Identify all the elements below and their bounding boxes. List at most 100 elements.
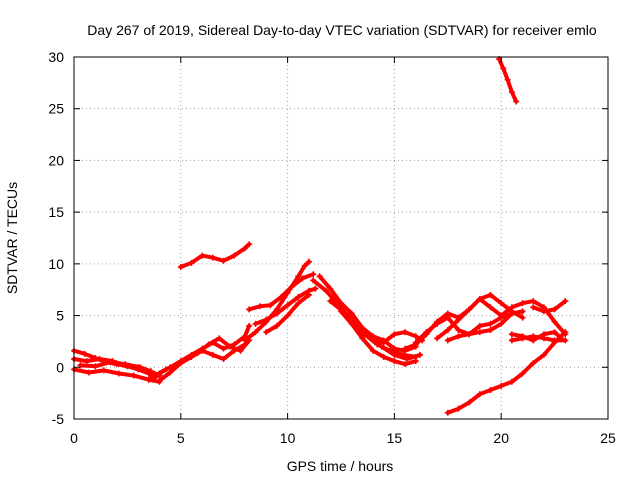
- data-point: [147, 368, 154, 375]
- data-point: [380, 339, 387, 346]
- data-point: [476, 391, 483, 398]
- x-axis-label: GPS time / hours: [287, 458, 394, 474]
- data-point: [145, 376, 152, 383]
- data-point: [231, 347, 238, 354]
- data-point: [417, 351, 424, 358]
- y-axis-label: SDTVAR / TECUs: [4, 182, 20, 294]
- data-point: [100, 367, 107, 374]
- y-tick-label: -5: [52, 411, 65, 427]
- data-point: [327, 285, 334, 292]
- data-point: [519, 370, 526, 377]
- x-tick-label: 25: [600, 430, 616, 446]
- y-tick-labels: -5 0 5 10 15 20 25 30: [48, 49, 64, 427]
- data-point: [130, 372, 137, 379]
- data-point: [476, 322, 483, 329]
- data-point: [455, 405, 462, 412]
- x-tick-labels: 0 5 10 15 20 25: [70, 430, 616, 446]
- data-point: [508, 310, 515, 317]
- series-arc-21: [444, 308, 526, 344]
- data-point: [530, 298, 537, 305]
- y-tick-label: 25: [48, 101, 64, 117]
- series-arc-8: [177, 241, 253, 270]
- data-point: [301, 262, 308, 269]
- data-point: [455, 316, 462, 323]
- series-arc-9: [241, 258, 312, 344]
- data-point: [267, 302, 274, 309]
- data-point: [162, 366, 169, 373]
- series-arc-10: [246, 271, 317, 313]
- data-point: [500, 65, 507, 72]
- data-point: [444, 327, 451, 334]
- data-point: [209, 254, 216, 261]
- y-tick-label: 5: [56, 308, 64, 324]
- data-point: [391, 358, 398, 365]
- x-tick-label: 10: [280, 430, 296, 446]
- data-point: [530, 304, 537, 311]
- data-point: [412, 358, 419, 365]
- data-point: [338, 300, 344, 307]
- data-point: [295, 273, 302, 280]
- data-point: [498, 300, 505, 307]
- data-point: [380, 353, 387, 360]
- data-point: [256, 303, 263, 310]
- data-point: [220, 356, 227, 363]
- data-point: [508, 378, 515, 385]
- series-arc-16: [338, 308, 419, 368]
- data-point: [122, 361, 129, 368]
- data-point: [412, 333, 419, 340]
- data-point: [423, 329, 430, 336]
- data-point: [83, 358, 90, 365]
- data-point: [152, 372, 159, 379]
- data-point: [519, 333, 526, 340]
- data-point: [85, 369, 92, 376]
- series-arc-26: [496, 56, 520, 105]
- data-point: [434, 320, 441, 327]
- data-point: [278, 293, 285, 300]
- data-point: [476, 296, 483, 303]
- data-point: [305, 291, 312, 298]
- series-arc-4: [77, 359, 154, 375]
- series-arc-25: [444, 329, 569, 416]
- x-tick-label: 15: [387, 430, 403, 446]
- data-point: [519, 300, 526, 307]
- data-point: [487, 327, 494, 334]
- data-point: [323, 287, 330, 294]
- series-arc-12: [263, 291, 312, 336]
- data-point: [241, 337, 248, 344]
- series-line: [178, 242, 252, 269]
- data-point: [359, 331, 366, 338]
- data-point: [378, 343, 385, 350]
- series-arc-20: [434, 291, 526, 342]
- series-arc-11: [252, 285, 319, 327]
- data-point: [246, 306, 253, 313]
- data-point: [273, 322, 280, 329]
- data-point: [107, 359, 114, 366]
- data-point: [540, 351, 547, 358]
- axis-ticks: [73, 56, 609, 420]
- data-point: [391, 351, 398, 358]
- grid-lines: [74, 57, 608, 419]
- data-point: [348, 310, 355, 317]
- x-tick-label: 5: [177, 430, 185, 446]
- data-point: [513, 98, 520, 105]
- data-point: [402, 361, 409, 368]
- data-point: [530, 337, 537, 344]
- data-point: [263, 329, 270, 336]
- data-point: [199, 347, 206, 354]
- data-point: [115, 370, 122, 377]
- data-point: [508, 331, 515, 338]
- data-point: [455, 327, 462, 334]
- data-point: [551, 339, 558, 346]
- data-point: [498, 382, 505, 389]
- data-point: [466, 306, 473, 313]
- data-point: [92, 363, 99, 370]
- data-point: [310, 271, 317, 278]
- data-point: [96, 356, 103, 363]
- data-point: [295, 300, 302, 307]
- data-series: [71, 56, 569, 416]
- data-point: [156, 377, 163, 384]
- data-point: [444, 337, 451, 344]
- data-point: [562, 329, 569, 336]
- series-arc-24: [530, 298, 569, 315]
- y-tick-label: 20: [48, 152, 64, 168]
